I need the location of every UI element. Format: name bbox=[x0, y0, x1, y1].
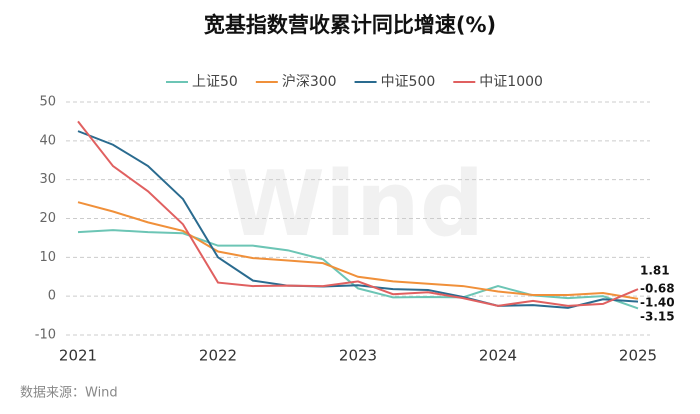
y-tick-label: -10 bbox=[35, 328, 56, 343]
y-tick-label: 20 bbox=[39, 211, 56, 226]
y-tick-label: 10 bbox=[39, 250, 56, 265]
legend-label: 沪深300 bbox=[282, 74, 337, 90]
y-tick-label: 30 bbox=[39, 172, 56, 187]
x-tick-label: 2024 bbox=[479, 347, 517, 365]
x-tick-label: 2022 bbox=[199, 347, 237, 365]
x-tick-label: 2021 bbox=[59, 347, 97, 365]
legend-label: 上证50 bbox=[192, 74, 238, 90]
x-tick-label: 2023 bbox=[339, 347, 377, 365]
source: 数据来源：Wind bbox=[20, 386, 118, 401]
chart-title: 宽基指数营收累计同比增速(%) bbox=[204, 13, 496, 37]
series-line bbox=[77, 120, 639, 307]
x-tick-label: 2025 bbox=[619, 347, 657, 365]
y-tick-label: 40 bbox=[39, 133, 56, 148]
y-tick-label: 0 bbox=[48, 289, 56, 304]
data-label: 1.81 bbox=[640, 264, 670, 278]
data-label: -0.68 bbox=[640, 282, 675, 296]
legend-label: 中证1000 bbox=[479, 74, 543, 90]
legend-label: 中证500 bbox=[381, 74, 436, 90]
data-label: -1.40 bbox=[640, 296, 675, 310]
watermark: Wind bbox=[226, 152, 485, 257]
y-tick-label: 50 bbox=[39, 95, 56, 110]
data-label: -3.15 bbox=[640, 310, 675, 324]
series-line bbox=[77, 229, 639, 310]
series-line bbox=[77, 201, 639, 300]
series-line bbox=[77, 130, 639, 309]
